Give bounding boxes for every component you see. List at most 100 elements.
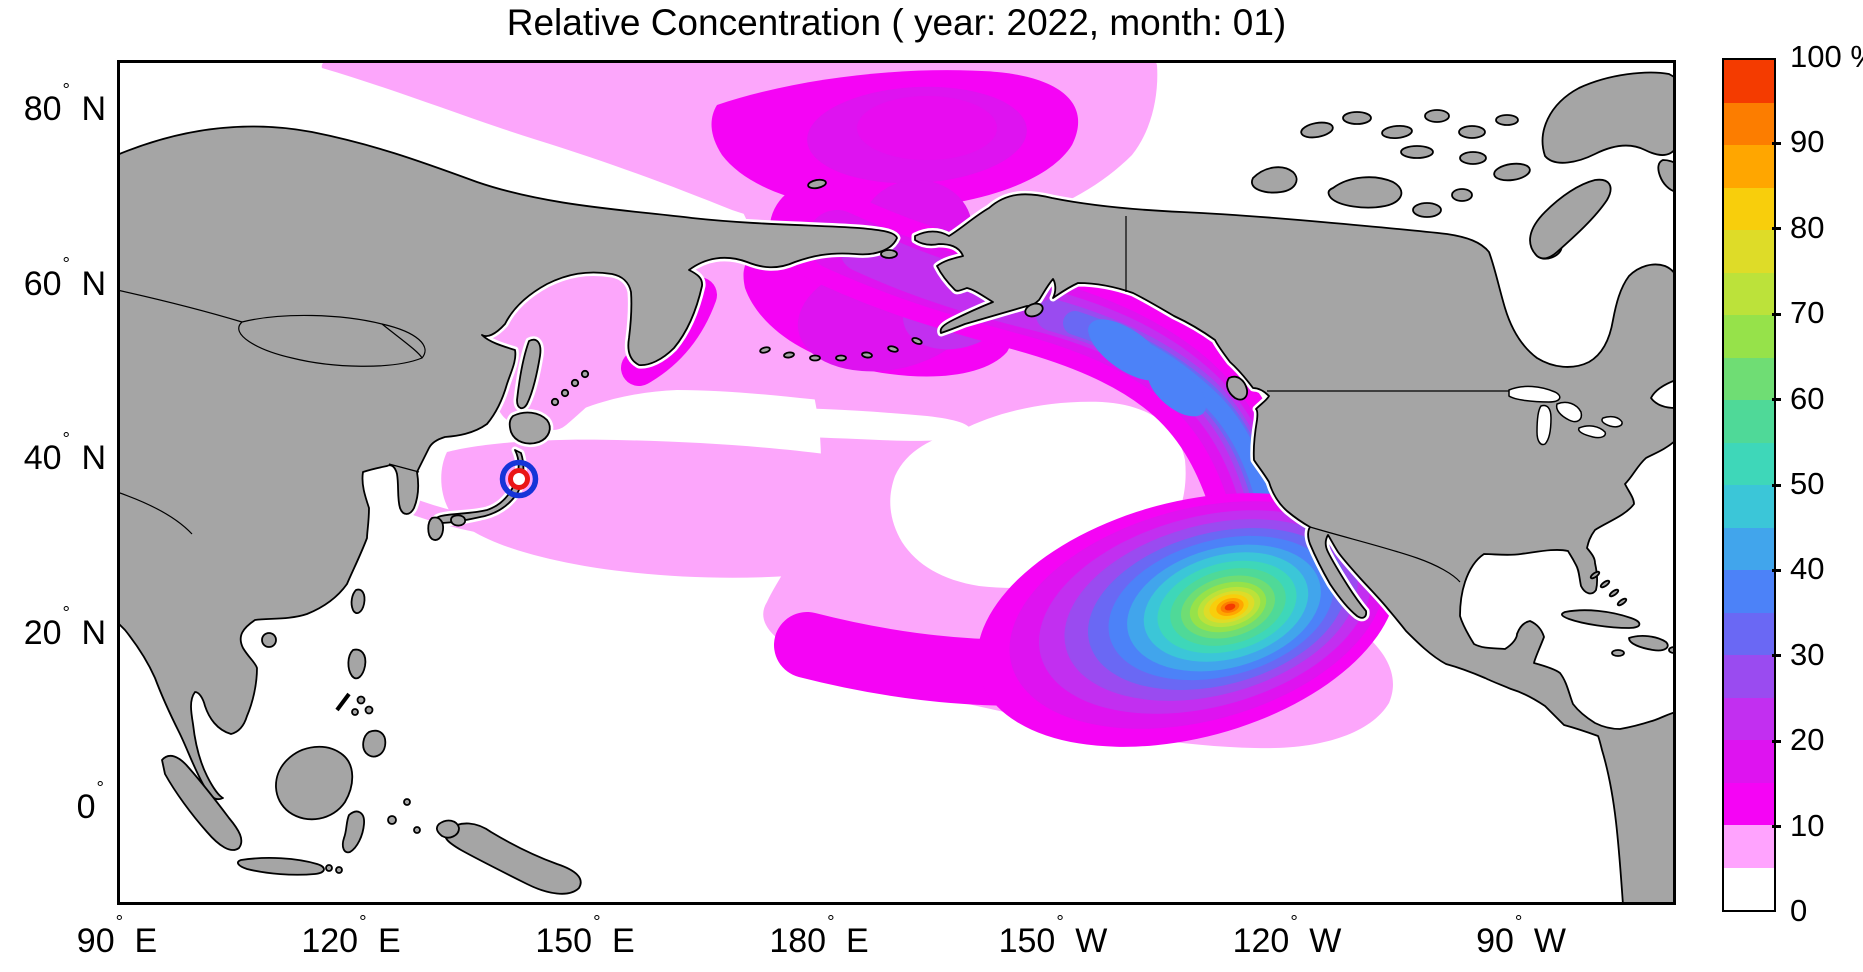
colorbar-segment bbox=[1724, 315, 1774, 358]
colorbar-tick-label: 50 bbox=[1790, 466, 1825, 501]
colorbar-tick-label: 20 bbox=[1790, 722, 1825, 758]
island-hokkaido bbox=[508, 411, 551, 445]
colorbar bbox=[1722, 58, 1776, 912]
colorbar-tick-label: 40 bbox=[1790, 551, 1825, 587]
map-frame bbox=[117, 60, 1676, 905]
y-tick-label: 20° N bbox=[23, 602, 106, 652]
colorbar-tick-mark bbox=[1772, 739, 1781, 743]
colorbar-tick-label: 60 bbox=[1790, 380, 1825, 416]
map-svg bbox=[117, 60, 1676, 905]
y-tick-label: 60° N bbox=[23, 253, 106, 303]
source-marker-outer-ring bbox=[499, 459, 539, 499]
colorbar-tick-label: 70 bbox=[1790, 295, 1825, 331]
island-java bbox=[237, 857, 325, 876]
colorbar-segment bbox=[1724, 612, 1774, 655]
colorbar-segment bbox=[1724, 740, 1774, 783]
island-cuba bbox=[1561, 609, 1641, 629]
degree-symbol: ° bbox=[1514, 910, 1523, 932]
x-tick-label: 90° E bbox=[76, 910, 158, 960]
colorbar-segment bbox=[1724, 527, 1774, 570]
island-hispaniola bbox=[1628, 635, 1669, 652]
colorbar-tick-label: 80 bbox=[1790, 209, 1825, 245]
landmass-eurasia bbox=[117, 125, 898, 801]
island-kodiak bbox=[1024, 302, 1044, 318]
colorbar-tick-mark bbox=[1772, 483, 1781, 487]
island-kyushu bbox=[427, 516, 445, 541]
y-tick-label: 80° N bbox=[23, 78, 106, 128]
political-borders bbox=[117, 216, 1509, 583]
colorbar-tick-mark bbox=[1772, 825, 1781, 829]
source-marker bbox=[499, 459, 539, 499]
island-mindanao bbox=[362, 729, 387, 758]
island-vancouver bbox=[1226, 375, 1248, 401]
colorbar-segment bbox=[1724, 485, 1774, 528]
colorbar-tick-label: 30 bbox=[1790, 636, 1825, 672]
island-st-lawrence bbox=[880, 249, 898, 259]
colorbar-tick-label: 0 bbox=[1790, 893, 1808, 928]
island-sulawesi bbox=[341, 810, 365, 854]
colorbar-tick-mark bbox=[1772, 568, 1781, 572]
colorbar-segment bbox=[1724, 60, 1774, 103]
source-marker-inner-ring bbox=[508, 468, 530, 490]
aleutian-islands bbox=[759, 337, 923, 362]
colorbar-segment bbox=[1724, 867, 1774, 910]
colorbar-segment bbox=[1724, 442, 1774, 485]
great-lakes bbox=[1508, 385, 1623, 446]
colorbar-segment bbox=[1724, 697, 1774, 740]
y-tick-label: 0° bbox=[76, 776, 104, 826]
colorbar-segment bbox=[1724, 272, 1774, 315]
colorbar-segment bbox=[1724, 782, 1774, 825]
island-taiwan bbox=[350, 588, 366, 614]
bahamas bbox=[1589, 570, 1628, 607]
x-tick-label: 90° W bbox=[1476, 910, 1566, 960]
degree-symbol: ° bbox=[115, 910, 124, 932]
degree-symbol: ° bbox=[96, 776, 104, 798]
chart-title: Relative Concentration ( year: 2022, mon… bbox=[506, 2, 1287, 43]
island-luzon bbox=[347, 648, 367, 680]
island-wrangel bbox=[807, 178, 827, 190]
degree-symbol: ° bbox=[827, 910, 835, 932]
degree-symbol: ° bbox=[359, 910, 367, 932]
island-jamaica bbox=[1611, 649, 1625, 657]
x-tick-label: 180° E bbox=[769, 910, 869, 960]
kuril-islands bbox=[550, 369, 590, 407]
colorbar-tick-label: 10 bbox=[1790, 807, 1825, 843]
colorbar-segment bbox=[1724, 230, 1774, 273]
island-borneo bbox=[275, 745, 354, 821]
colorbar-tick-mark bbox=[1772, 227, 1781, 231]
degree-symbol: ° bbox=[1290, 910, 1298, 932]
colorbar-tick-mark bbox=[1772, 312, 1781, 316]
degree-symbol: ° bbox=[62, 427, 70, 449]
degree-symbol: ° bbox=[62, 602, 70, 624]
degree-symbol: ° bbox=[62, 253, 70, 275]
degree-symbol: ° bbox=[593, 910, 601, 932]
colorbar-tick-mark bbox=[1772, 654, 1781, 658]
colorbar-segment bbox=[1724, 187, 1774, 230]
colorbar-segment bbox=[1724, 400, 1774, 443]
x-tick-label: 150° W bbox=[998, 910, 1108, 960]
island-sumatra bbox=[161, 754, 243, 851]
colorbar-segment bbox=[1724, 570, 1774, 613]
colorbar-segment bbox=[1724, 655, 1774, 698]
y-tick-label: 40° N bbox=[23, 427, 106, 477]
colorbar-tick-label: 90 bbox=[1790, 124, 1825, 160]
colorbar-segment bbox=[1724, 825, 1774, 868]
colorbar-tick-mark bbox=[1772, 398, 1781, 402]
island-shikoku bbox=[450, 514, 467, 527]
arctic-archipelago bbox=[1251, 109, 1612, 260]
land-layer bbox=[117, 71, 1676, 905]
island-sakhalin bbox=[516, 338, 542, 410]
colorbar-segment bbox=[1724, 145, 1774, 188]
island-new-guinea bbox=[444, 822, 582, 895]
hotspot-contours bbox=[977, 493, 1397, 747]
x-tick-label: 150° E bbox=[535, 910, 635, 960]
colorbar-segment bbox=[1724, 102, 1774, 145]
map-canvas bbox=[117, 60, 1676, 905]
colorbar-tick-label: 100 % bbox=[1790, 39, 1863, 74]
x-tick-label: 120° E bbox=[301, 910, 401, 960]
island-hainan bbox=[261, 632, 277, 648]
colorbar-tick-mark bbox=[1772, 141, 1781, 145]
degree-symbol: ° bbox=[1056, 910, 1064, 932]
degree-symbol: ° bbox=[62, 78, 70, 100]
